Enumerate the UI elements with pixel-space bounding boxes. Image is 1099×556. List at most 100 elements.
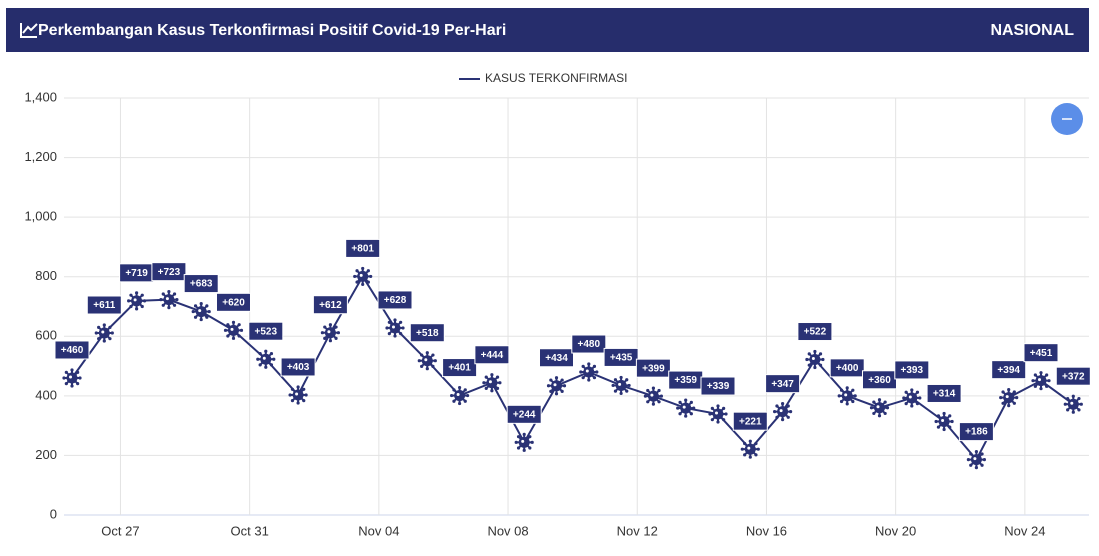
marker	[708, 404, 728, 424]
value-label-box	[732, 411, 768, 431]
marker-dot	[133, 298, 137, 302]
marker-tip	[64, 370, 68, 374]
value-label-box	[894, 360, 930, 380]
marker-dot	[424, 358, 428, 362]
marker-dot	[327, 330, 331, 334]
marker-tip	[353, 274, 357, 279]
marker-tip	[818, 363, 823, 367]
marker-tip	[708, 412, 712, 416]
y-tick-label: 1,400	[24, 89, 57, 104]
header-icon	[20, 23, 38, 38]
marker-tip	[463, 388, 467, 392]
marker-tip	[205, 315, 209, 319]
marker-tip	[1033, 384, 1037, 388]
marker-body	[841, 390, 853, 402]
value-label-box	[829, 358, 865, 378]
marker-tip	[498, 381, 502, 385]
marker-tip	[272, 357, 276, 361]
value-label-box	[86, 295, 122, 315]
marker-tip	[387, 320, 391, 324]
marker-dot	[811, 357, 815, 361]
marker-tip	[1079, 402, 1083, 406]
marker-tip	[722, 418, 726, 422]
marker-tip	[143, 299, 147, 303]
marker-tip	[401, 326, 405, 330]
marker-tip	[869, 406, 874, 410]
marker-body	[970, 454, 982, 466]
marker-tip	[495, 386, 500, 391]
marker-tip	[942, 427, 946, 432]
marker-tip	[62, 376, 66, 380]
value-label: +460	[61, 345, 84, 356]
marker-tip	[530, 440, 534, 444]
marker-tip	[387, 332, 391, 336]
marker-tip	[872, 411, 876, 416]
marker-tip	[70, 384, 74, 388]
marker-tip	[110, 331, 114, 335]
value-label-box	[797, 322, 833, 342]
marker-tip	[514, 440, 518, 444]
marker-tip	[818, 352, 823, 356]
marker	[385, 318, 405, 338]
x-tick-label: Oct 31	[231, 523, 269, 538]
value-label: +244	[513, 409, 536, 420]
marker-tip	[627, 383, 631, 388]
marker-dot	[1038, 378, 1041, 382]
marker-tip	[657, 400, 661, 404]
marker-tip	[969, 463, 973, 467]
marker-body	[98, 327, 110, 339]
marker-body	[131, 295, 143, 307]
value-label-box	[280, 357, 316, 377]
marker-tip	[76, 382, 80, 386]
marker-tip	[807, 363, 811, 367]
marker-body	[518, 436, 530, 448]
marker-dot	[262, 356, 266, 360]
marker-tip	[657, 388, 661, 393]
value-label-box	[958, 422, 994, 442]
marker-tip	[323, 336, 327, 340]
marker	[546, 376, 567, 396]
marker-tip	[102, 323, 106, 327]
marker-dot	[973, 457, 977, 461]
legend-label: KASUS TERKONFIRMASI	[485, 71, 627, 85]
marker-body	[583, 366, 595, 378]
marker-tip	[484, 386, 488, 391]
marker-body	[1035, 375, 1047, 387]
marker-tip	[659, 394, 664, 398]
marker-tip	[334, 325, 338, 329]
marker-tip	[915, 401, 920, 406]
marker-body	[1067, 398, 1079, 410]
marker-dot	[456, 393, 460, 397]
marker-tip	[431, 364, 435, 368]
value-label: +314	[933, 389, 956, 400]
marker-tip	[302, 387, 306, 391]
marker	[514, 432, 534, 452]
marker-dot	[521, 439, 525, 443]
marker-tip	[1047, 379, 1051, 383]
marker-tip	[877, 398, 882, 402]
marker-tip	[1066, 408, 1070, 412]
marker-tip	[974, 449, 979, 454]
value-label: +719	[125, 268, 148, 279]
marker-dot	[1005, 395, 1009, 399]
marker	[450, 385, 470, 406]
marker-tip	[140, 293, 144, 297]
marker-body	[744, 443, 756, 455]
value-label: +628	[384, 295, 407, 306]
value-label: +612	[319, 300, 342, 311]
marker-body	[66, 372, 78, 384]
marker-dot	[876, 405, 880, 409]
marker-tip	[722, 406, 726, 410]
marker-tip	[450, 393, 454, 398]
value-label: +400	[836, 363, 859, 374]
marker-body	[615, 379, 627, 391]
marker	[837, 386, 857, 406]
marker-body	[324, 327, 336, 339]
marker-tip	[484, 375, 488, 379]
marker	[288, 385, 308, 405]
value-label: +523	[255, 326, 278, 337]
marker-tip	[1007, 404, 1011, 408]
value-label-box	[312, 295, 348, 315]
marker-tip	[689, 400, 693, 405]
marker-tip	[936, 425, 941, 429]
